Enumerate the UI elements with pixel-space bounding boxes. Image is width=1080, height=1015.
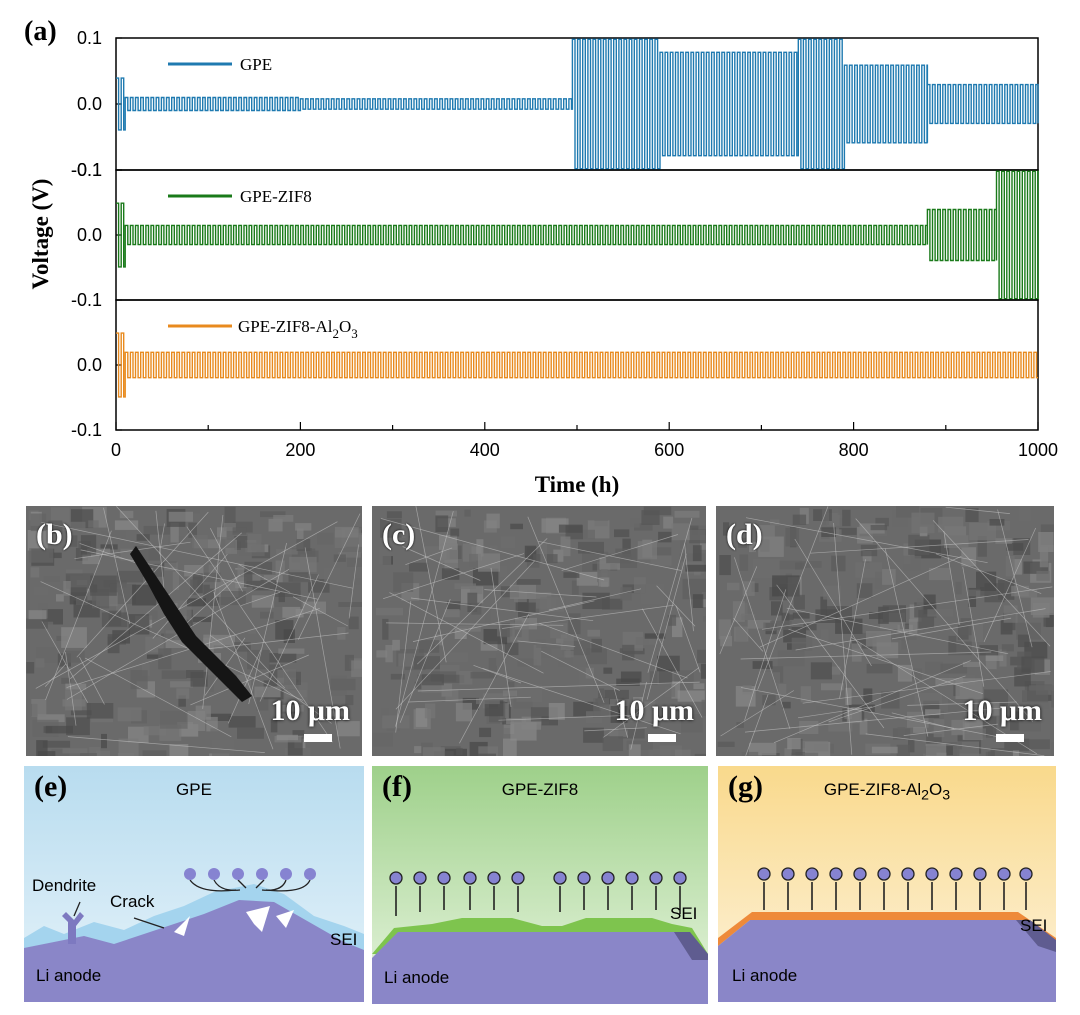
x-tick-label-2: 400 — [470, 440, 500, 460]
li-ion-dots-f — [389, 871, 687, 885]
li-ion-arrows-g — [763, 882, 1027, 910]
scalebar-d — [996, 734, 1024, 742]
y-tick-label-2-0: 0.0 — [77, 355, 102, 375]
sei-label-g: SEI — [1020, 916, 1048, 935]
sem-texture-c — [372, 506, 706, 756]
panel-label-g: (g) — [728, 770, 763, 803]
crack-label: Crack — [110, 892, 155, 911]
legend-label-0: GPE — [240, 55, 272, 74]
sei-label-f: SEI — [670, 904, 698, 923]
schematic-g-title: GPE-ZIF8-Al2O3 — [718, 780, 1056, 803]
schematic-e-title: GPE — [176, 780, 212, 799]
y-tick-label-1-0: -0.1 — [71, 160, 102, 180]
crack-shape-1 — [174, 916, 190, 936]
series-line-1 — [116, 170, 1039, 300]
li-ion-dots-g — [757, 867, 1033, 881]
schematic-g-drawing — [718, 867, 1056, 1002]
li-ion-arrows — [73, 879, 311, 929]
schematic-g: (g) GPE-ZIF8-Al2O3 SEI Li anode — [718, 766, 1056, 1002]
x-tick-label-4: 800 — [839, 440, 869, 460]
scalebar-text-d: 10 μm — [962, 694, 1043, 727]
x-tick-label-0: 0 — [111, 440, 121, 460]
voltage-time-chart: 0.10.0-0.1GPE-0.10.0-0.1GPE-ZIF80.0-0.1G… — [28, 28, 1058, 497]
scalebar-text-c: 10 μm — [614, 694, 695, 727]
schematic-e: (e) GPE Dendrite Crack SEI Li anode — [24, 766, 364, 1002]
sem-image-b: (b) 10 μm — [26, 506, 362, 756]
sem-label-d: (d) — [726, 518, 763, 551]
schematic-f-drawing — [372, 871, 708, 1004]
sem-label-c: (c) — [382, 518, 416, 551]
crack-shape-3 — [276, 910, 294, 928]
x-tick-label-1: 200 — [285, 440, 315, 460]
scalebar-text-b: 10 μm — [270, 694, 351, 727]
crack-shape-2 — [246, 906, 270, 932]
title-g-sub-1: 2 — [921, 787, 930, 804]
sem-texture-b — [26, 506, 362, 756]
title-g-part-1: GPE-ZIF8-Al — [823, 780, 922, 799]
scalebar-c — [648, 734, 676, 742]
panel-label-f: (f) — [382, 770, 412, 803]
anode-label-g: Li anode — [732, 966, 798, 985]
y-tick-label-2-1: -0.1 — [71, 420, 102, 440]
scalebar-b — [304, 734, 332, 742]
title-g-part-2: O — [929, 780, 943, 799]
anode-label-f: Li anode — [384, 968, 450, 987]
schematic-f-title: GPE-ZIF8 — [501, 780, 579, 799]
sem-image-c: (c) 10 μm — [372, 506, 706, 756]
li-ion-dots — [184, 868, 316, 880]
y-axis-label: Voltage (V) — [28, 179, 53, 290]
y-tick-label-1-2: -0.1 — [71, 290, 102, 310]
panel-label-e: (e) — [34, 770, 68, 803]
schematic-f: (f) GPE-ZIF8 SEI Li anode — [372, 766, 708, 1004]
y-tick-label-1-1: 0.0 — [77, 225, 102, 245]
sem-image-d: (d) 10 μm — [716, 506, 1054, 756]
series-line-2 — [116, 332, 1038, 398]
y-tick-label-0-1: 0.0 — [77, 94, 102, 114]
x-tick-label-5: 1000 — [1018, 440, 1058, 460]
series-line-0 — [116, 38, 1039, 170]
y-tick-label-0-0: 0.1 — [77, 28, 102, 48]
anode-label-e: Li anode — [36, 966, 102, 985]
dendrite-shape — [62, 912, 84, 944]
legend-label-2: GPE-ZIF8-Al2O3 — [238, 317, 358, 341]
sem-label-b: (b) — [36, 518, 73, 551]
schematic-e-drawing — [24, 868, 364, 1002]
panel-label-a: (a) — [24, 16, 57, 47]
li-ion-arrows-f — [395, 886, 681, 916]
crack-region — [130, 546, 252, 702]
x-axis-label: Time (h) — [535, 472, 620, 497]
sem-texture-d — [717, 506, 1054, 756]
x-tick-label-3: 600 — [654, 440, 684, 460]
sei-label-e: SEI — [330, 930, 358, 949]
title-g-sub-2: 3 — [942, 787, 951, 804]
y-tick-label-0-2: -0.1 — [71, 160, 102, 180]
legend-label-1: GPE-ZIF8 — [240, 187, 312, 206]
dendrite-label: Dendrite — [32, 876, 97, 895]
